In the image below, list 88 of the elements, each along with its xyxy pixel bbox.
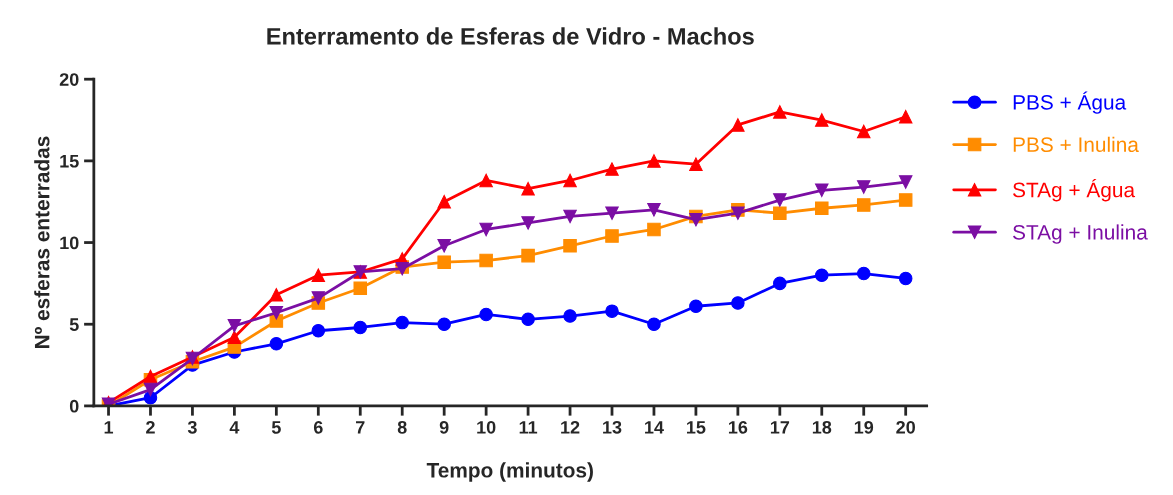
point	[898, 175, 913, 189]
point	[856, 266, 871, 281]
y-tick-label: 0	[69, 399, 79, 413]
point	[898, 271, 913, 286]
x-tick-label: 11	[519, 421, 538, 434]
point	[815, 201, 829, 216]
point	[395, 315, 409, 330]
legend-label: PBS + Água	[1013, 91, 1127, 114]
point	[269, 288, 284, 302]
point	[647, 222, 661, 237]
point	[269, 306, 284, 320]
point	[856, 198, 871, 212]
legend-label: STAg + Água	[1013, 179, 1136, 202]
point	[437, 255, 451, 269]
point	[269, 337, 284, 351]
legend-label: PBS + Inulina	[1013, 136, 1139, 153]
point	[731, 296, 745, 310]
point	[437, 317, 451, 331]
legend-label: STAg + Inulina	[1013, 224, 1148, 244]
point	[479, 253, 493, 268]
point	[773, 276, 787, 291]
point	[311, 268, 326, 282]
point	[898, 110, 913, 124]
x-tick-label: 16	[728, 420, 748, 434]
point	[647, 317, 661, 331]
x-tick-label: 5	[271, 421, 281, 434]
x-tick-label: 12	[561, 420, 580, 434]
point	[227, 319, 242, 333]
point	[311, 323, 326, 338]
x-tick-label: 13	[603, 420, 622, 434]
point	[353, 320, 368, 335]
point	[521, 216, 535, 230]
x-tick-label: 8	[397, 420, 407, 434]
point	[353, 281, 368, 296]
x-tick-label: 6	[313, 420, 323, 434]
point	[773, 193, 787, 207]
x-tick-label: 18	[812, 420, 832, 434]
point	[311, 291, 326, 305]
x-tick-label: 9	[439, 420, 449, 434]
x-tick-label: 17	[770, 421, 790, 434]
point	[479, 173, 493, 188]
point	[227, 330, 242, 345]
point	[605, 206, 619, 220]
x-tick-label: 3	[187, 420, 197, 434]
point	[815, 113, 829, 127]
point	[479, 307, 493, 322]
x-tick-label: 14	[645, 421, 664, 434]
point	[898, 193, 913, 207]
point	[521, 312, 535, 327]
point	[143, 382, 158, 397]
point	[773, 206, 787, 220]
x-tick-label: 4	[229, 421, 240, 434]
x-axis-title: Tempo (minutos)	[426, 462, 593, 482]
x-tick-label: 15	[687, 421, 706, 434]
point	[605, 162, 619, 176]
point	[563, 209, 577, 224]
x-tick-label: 7	[356, 421, 365, 434]
point	[437, 239, 451, 253]
point	[437, 194, 451, 209]
point	[605, 229, 619, 243]
point	[815, 183, 829, 198]
point	[773, 105, 787, 119]
x-tick-label: 20	[896, 420, 915, 434]
point	[856, 180, 871, 194]
point	[689, 157, 703, 171]
y-tick-label: 15	[60, 155, 79, 168]
y-tick-label: 10	[60, 236, 79, 250]
point	[815, 268, 829, 282]
point	[563, 309, 577, 323]
point	[689, 299, 703, 314]
x-tick-label: 19	[854, 420, 874, 434]
y-tick-label: 20	[59, 73, 79, 86]
point	[521, 248, 535, 263]
point	[647, 203, 661, 217]
point	[563, 173, 577, 188]
chart-title: Enterramento de Esferas de Vidro - Machos	[267, 27, 754, 45]
y-tick-label: 5	[69, 318, 79, 331]
x-tick-label: 10	[477, 420, 496, 434]
point	[856, 124, 871, 139]
x-tick-label: 1	[104, 421, 114, 434]
point	[731, 118, 745, 132]
point	[479, 222, 493, 237]
point	[521, 181, 535, 196]
x-tick-label: 2	[146, 420, 155, 434]
y-axis-title: Nº esferas enterradas	[34, 136, 50, 349]
point	[605, 304, 619, 318]
point	[563, 239, 577, 253]
point	[647, 154, 661, 168]
